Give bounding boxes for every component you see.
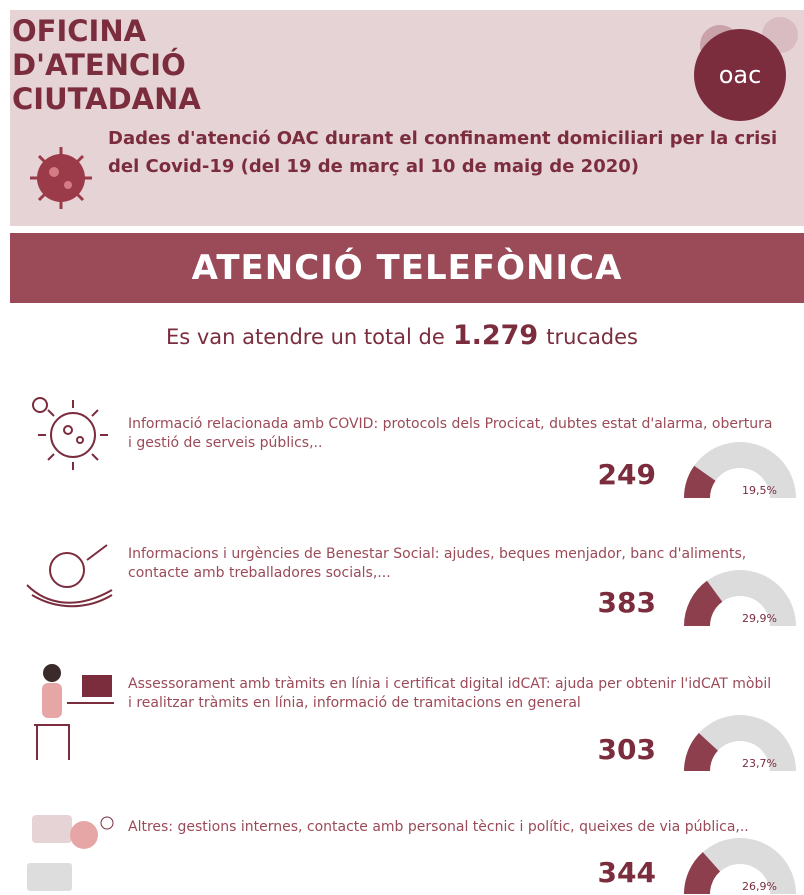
item-description: Informació relacionada amb COVID: protoc…: [128, 416, 773, 451]
gauge-fill: [684, 580, 723, 626]
gauge: 29,9%: [684, 570, 796, 626]
gauge: 19,5%: [684, 442, 796, 498]
banner: ATENCIÓ TELEFÒNICA: [10, 233, 804, 303]
header: [10, 10, 804, 226]
gauge-label: 19,5%: [742, 484, 777, 497]
gauge-label: 23,7%: [742, 757, 777, 770]
item-count: 383: [597, 586, 656, 619]
support-icon: [27, 815, 114, 891]
gauge: 26,9%: [684, 838, 796, 894]
title-line: D'ATENCIÓ: [12, 48, 186, 82]
covid-icon: [32, 397, 108, 470]
summary-total: 1.279: [452, 320, 539, 351]
logo-text: oac: [719, 61, 762, 89]
subtitle: Dades d'atenció OAC durant el confinamen…: [108, 128, 778, 177]
logo: oac: [694, 17, 798, 121]
gauge-label: 26,9%: [742, 880, 777, 893]
gauge-fill: [684, 733, 718, 771]
summary: Es van atendre un total de 1.279 trucades: [0, 320, 804, 351]
gauge-label: 29,9%: [742, 612, 777, 625]
title-line: CIUTADANA: [12, 82, 201, 116]
logo-circle: [694, 29, 786, 121]
gauge-fill: [684, 852, 721, 894]
gauge-fill: [684, 465, 716, 498]
item-description: Altres: gestions internes, contacte amb …: [128, 819, 749, 835]
item-description: Assessorament amb tràmits en línia i cer…: [128, 676, 772, 711]
summary-text: trucades: [546, 325, 639, 349]
hands-icon: [26, 544, 113, 608]
computer-icon: [34, 664, 114, 760]
item-count: 344: [597, 856, 656, 889]
virus-icon: [30, 147, 92, 209]
item-description: Informacions i urgències de Benestar Soc…: [128, 546, 747, 581]
item-count: 249: [597, 458, 656, 491]
title-line: OFICINA: [12, 14, 147, 48]
gauge: 23,7%: [684, 715, 796, 771]
summary-text: Es van atendre un total de: [165, 325, 445, 349]
item-count: 303: [597, 733, 656, 766]
